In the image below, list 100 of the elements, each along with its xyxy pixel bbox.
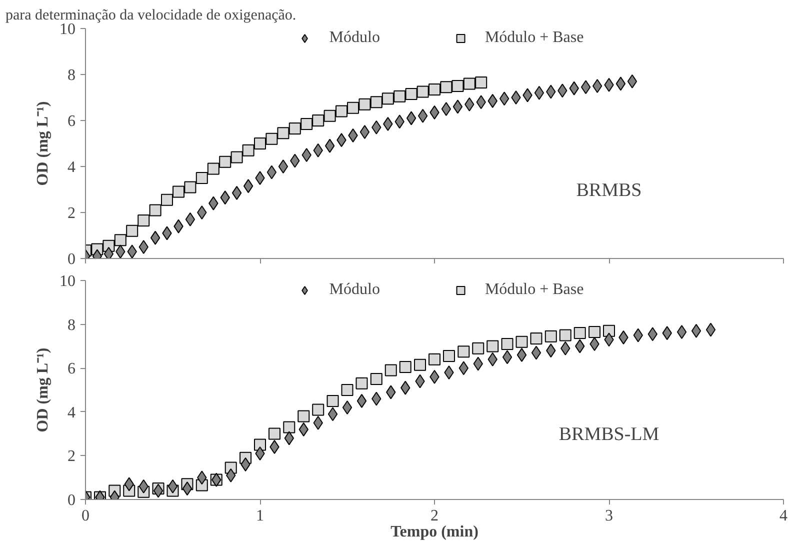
point — [360, 125, 370, 139]
y-tick-label: 6 — [68, 360, 76, 378]
point — [442, 350, 455, 362]
point — [706, 322, 716, 337]
point — [418, 108, 428, 123]
point — [516, 348, 527, 362]
point — [288, 122, 301, 135]
point — [472, 342, 484, 354]
y-tick-label: 4 — [68, 404, 76, 422]
annotation: BRMBS — [576, 180, 642, 201]
point — [138, 214, 150, 227]
point — [138, 240, 148, 254]
y-tick-label: 10 — [60, 273, 76, 290]
point — [255, 171, 265, 185]
point — [300, 118, 313, 130]
annotation: BRMBS-LM — [558, 424, 660, 445]
point — [266, 165, 277, 180]
point — [266, 132, 278, 145]
point — [324, 110, 336, 122]
point — [544, 330, 557, 342]
point — [452, 80, 464, 92]
point — [347, 102, 360, 114]
point — [486, 340, 499, 352]
x-tick-label: 1 — [256, 508, 264, 524]
x-tick-label: 2 — [430, 508, 438, 524]
x-tick-label: 3 — [605, 508, 613, 524]
point — [254, 138, 266, 150]
text: para determinação da velocidade de oxigenação. — [6, 8, 296, 24]
point — [172, 186, 185, 198]
point — [298, 410, 310, 422]
point — [230, 151, 243, 164]
x-tick-label: 4 — [780, 508, 788, 524]
point — [153, 484, 164, 498]
point — [516, 336, 528, 348]
point — [335, 105, 348, 118]
legend-label: Módulo — [329, 281, 380, 299]
point — [150, 230, 160, 245]
point — [358, 98, 371, 110]
point — [268, 428, 280, 440]
point — [326, 394, 339, 407]
point — [428, 353, 440, 366]
point — [501, 338, 514, 350]
point — [197, 206, 207, 220]
point — [399, 361, 412, 374]
point — [580, 80, 591, 94]
y-tick-label: 8 — [68, 316, 76, 334]
point — [168, 479, 178, 494]
point — [116, 244, 126, 258]
point — [394, 90, 406, 102]
point — [232, 186, 242, 200]
point — [406, 111, 416, 126]
point — [302, 148, 312, 162]
point — [382, 92, 394, 105]
point — [458, 346, 470, 358]
point — [370, 96, 382, 108]
point — [440, 81, 452, 94]
point — [196, 172, 208, 184]
point — [592, 79, 602, 93]
y-tick-label: 2 — [68, 205, 76, 222]
point — [242, 144, 254, 156]
point — [534, 86, 544, 100]
point — [342, 400, 352, 415]
point — [463, 78, 476, 90]
point — [278, 160, 288, 174]
point — [370, 373, 382, 386]
point — [676, 324, 687, 339]
point — [405, 88, 418, 100]
point — [530, 332, 542, 345]
point — [384, 364, 397, 376]
point — [588, 326, 601, 338]
point — [207, 162, 220, 175]
point — [356, 377, 368, 390]
legend-label: Módulo — [329, 29, 380, 47]
point — [341, 384, 354, 396]
point — [428, 83, 440, 96]
x-tick-label: 0 — [82, 508, 90, 524]
y-tick-label: 6 — [68, 113, 76, 130]
point — [328, 407, 338, 422]
point — [184, 181, 196, 194]
y-tick-label: 10 — [60, 21, 76, 38]
point — [475, 76, 488, 89]
point — [452, 100, 463, 114]
point — [414, 358, 426, 371]
point — [104, 246, 114, 258]
point — [691, 324, 702, 338]
legend-label: Módulo + Base — [484, 281, 584, 299]
y-tick-label: 2 — [68, 448, 76, 466]
point — [114, 234, 126, 246]
point — [182, 482, 192, 496]
point — [277, 127, 290, 140]
point — [627, 74, 638, 88]
point — [185, 212, 196, 226]
point — [160, 194, 173, 206]
point — [499, 92, 510, 106]
point — [511, 90, 521, 104]
point — [126, 224, 138, 237]
point — [324, 138, 335, 153]
y-axis-title: OD (mg L⁻¹) — [34, 348, 52, 432]
point — [559, 329, 572, 342]
point — [243, 179, 254, 194]
